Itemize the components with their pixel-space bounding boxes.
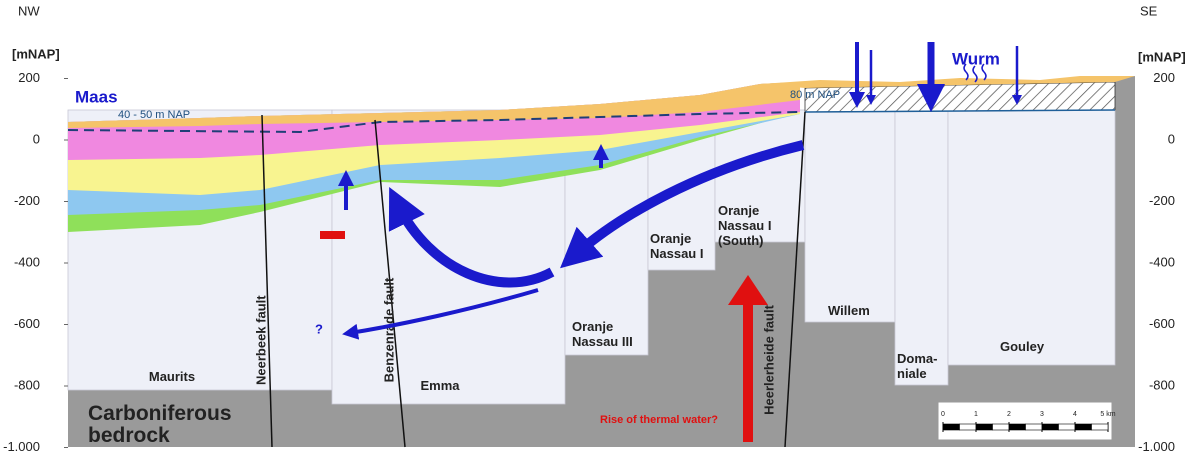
wurm-label: Wurm — [952, 49, 1000, 68]
y-tick-label: -200 — [14, 193, 40, 208]
fault-line — [784, 111, 806, 448]
scale-segment — [1025, 423, 1043, 431]
y-tick-label: -800 — [1149, 377, 1175, 392]
scale-segment — [992, 423, 1010, 431]
scale-label: 0 — [941, 411, 945, 418]
mine-label: Gouley — [1000, 339, 1045, 354]
line: Nassau I — [718, 218, 771, 233]
scale-box — [937, 401, 1113, 441]
mine-label: Oranje Nassau I (South) — [718, 203, 771, 248]
y-tick-label: 0 — [1168, 131, 1175, 146]
scale-segment — [975, 423, 993, 431]
scale-label: 1 — [974, 411, 978, 418]
bedrock-ridge — [1115, 76, 1135, 110]
line: Nassau I — [650, 246, 703, 261]
y-tick-label: -600 — [14, 316, 40, 331]
mine-label: Oranje Nassau III — [572, 319, 633, 349]
scale-label: 2 — [1007, 411, 1011, 418]
level-label: 40 - 50 m NAP — [118, 109, 190, 121]
line: Gouley — [1000, 339, 1045, 354]
fault-label: Heerlerheide fault — [761, 304, 776, 414]
line: Willem — [828, 303, 870, 318]
unit-right: [mNAP] — [1138, 49, 1186, 64]
mine-label: Doma-niale — [897, 351, 937, 381]
scale-segment — [1058, 423, 1076, 431]
marker — [320, 231, 345, 239]
line: Oranje — [650, 231, 691, 246]
line: Nassau III — [572, 334, 633, 349]
layer-orange-right — [760, 76, 1135, 88]
line: (South) — [718, 233, 763, 248]
y-tick-label: 200 — [1153, 70, 1175, 85]
y-tick-label: -200 — [1149, 193, 1175, 208]
scale-segment — [1008, 423, 1026, 431]
scale-segment — [1074, 423, 1092, 431]
y-tick-label: -1.000 — [3, 439, 40, 454]
se-label: SE — [1140, 3, 1158, 18]
line: Oranje — [572, 319, 613, 334]
thermal-label: Rise of thermal water? — [600, 414, 718, 426]
y-tick-label: -800 — [14, 377, 40, 392]
line: Doma- — [897, 351, 937, 366]
y-tick-label: -600 — [1149, 316, 1175, 331]
y-tick-label: 200 — [18, 70, 40, 85]
fault-label: Neerbeek fault — [253, 295, 268, 385]
unit-left: [mNAP] — [12, 46, 60, 61]
line: Emma — [420, 378, 460, 393]
line: Carboniferous — [88, 402, 232, 425]
flow-arrows — [338, 42, 1022, 340]
water-table — [67, 111, 801, 134]
scale-segment — [1091, 423, 1109, 431]
fault-line — [261, 114, 273, 448]
fault-line — [374, 119, 406, 448]
line: niale — [897, 366, 927, 381]
y-tick-label: -1.000 — [1138, 439, 1175, 454]
base-line — [804, 109, 1116, 113]
maas-label: Maas — [75, 87, 118, 106]
question: ? — [315, 321, 323, 336]
mine-label: Oranje Nassau I — [650, 231, 703, 261]
nw-label: NW — [18, 3, 40, 18]
y-tick-label: -400 — [14, 254, 40, 269]
line: Maurits — [149, 369, 195, 384]
scale-label: 3 — [1040, 411, 1044, 418]
y-tick-label: -400 — [1149, 254, 1175, 269]
scale-segment — [942, 423, 960, 431]
bedrock-label: Carboniferous bedrock — [88, 402, 232, 447]
line: bedrock — [88, 424, 170, 447]
scale-segment — [1041, 423, 1059, 431]
scale-label: 4 — [1073, 411, 1077, 418]
fault-label: Benzenrade fault — [381, 277, 396, 382]
line: Oranje — [718, 203, 759, 218]
mine-label: Maurits — [149, 369, 195, 384]
scale-label: 5 km — [1100, 411, 1115, 418]
mine-label: Emma — [420, 378, 460, 393]
level-label: 80 m NAP — [790, 89, 840, 101]
mine-label: Willem — [828, 303, 870, 318]
scale-segment — [959, 423, 977, 431]
y-tick-label: 0 — [33, 131, 40, 146]
